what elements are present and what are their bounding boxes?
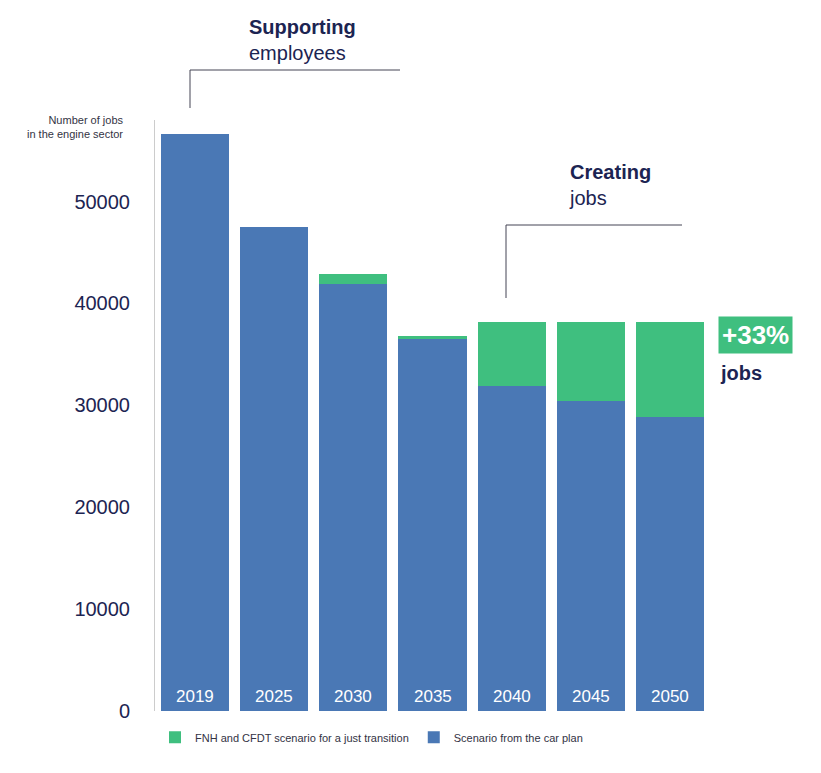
svg-text:10000: 10000 (74, 598, 130, 620)
svg-text:jobs: jobs (720, 362, 762, 384)
svg-text:40000: 40000 (74, 292, 130, 314)
svg-text:2045: 2045 (572, 687, 610, 706)
svg-text:Supportingemployees: Supportingemployees (249, 16, 356, 64)
svg-text:2030: 2030 (334, 687, 372, 706)
svg-text:2050: 2050 (651, 687, 689, 706)
svg-text:50000: 50000 (74, 191, 130, 213)
svg-text:Number of jobsin the engine se: Number of jobsin the engine sector (27, 114, 124, 140)
svg-text:20000: 20000 (74, 496, 130, 518)
svg-text:+33%: +33% (722, 320, 789, 350)
svg-text:Creatingjobs: Creatingjobs (569, 161, 651, 209)
svg-text:0: 0 (119, 700, 130, 722)
svg-text:FNH and CFDT scenario for a ju: FNH and CFDT scenario for a just transit… (195, 732, 409, 744)
svg-text:2019: 2019 (176, 687, 214, 706)
svg-text:2035: 2035 (414, 687, 452, 706)
svg-text:2040: 2040 (493, 687, 531, 706)
svg-text:2025: 2025 (255, 687, 293, 706)
svg-text:Scenario from the car plan: Scenario from the car plan (454, 732, 583, 744)
svg-text:30000: 30000 (74, 394, 130, 416)
